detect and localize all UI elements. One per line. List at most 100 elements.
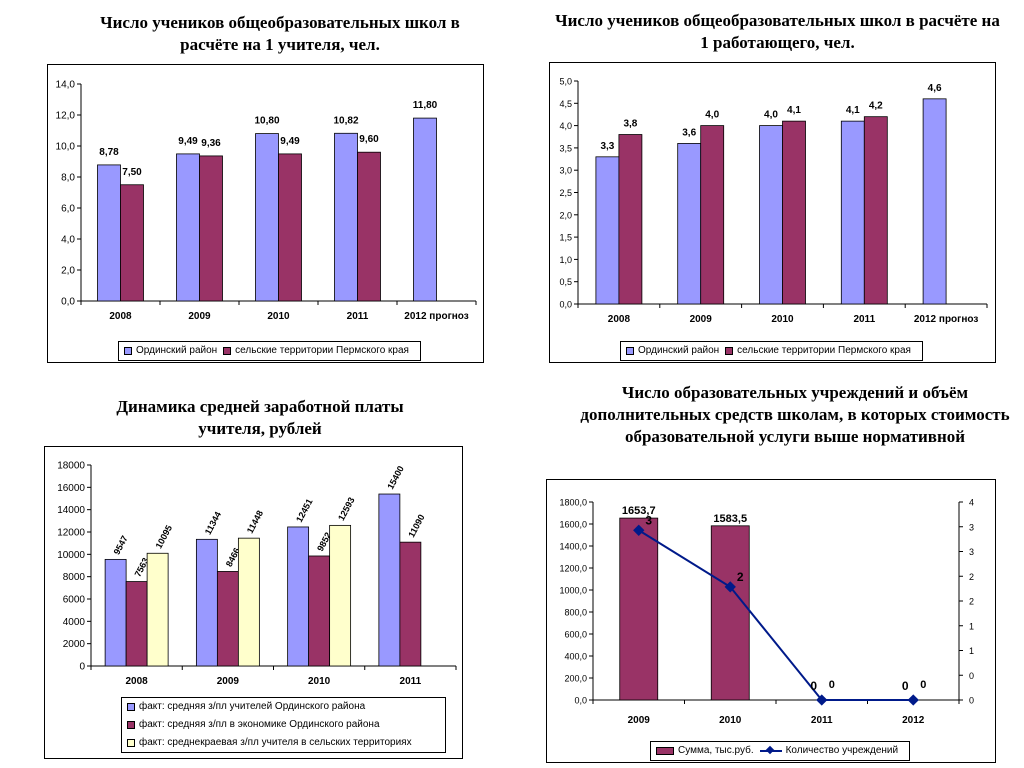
- data-label: 10095: [154, 523, 175, 550]
- chart1-legend-swatch-1: [124, 347, 132, 355]
- bar-data-label: 1653,7: [622, 505, 656, 517]
- bar: [922, 98, 947, 305]
- y-tick-label: 18000: [57, 461, 85, 472]
- chart2-title: Число учеников общеобразовательных школ …: [555, 11, 1000, 52]
- data-label: 3,6: [682, 127, 696, 138]
- y-tick-label: 4,0: [559, 121, 572, 131]
- x-tick-label: 2012: [902, 715, 925, 726]
- y-tick-label: 14,0: [56, 80, 76, 91]
- data-label: 4,0: [705, 110, 719, 121]
- chart1-panel: 0,0 2,0 4,0 6,0 8,0 10,0 12,0 14,0 2008 8,78 7,50 2…: [47, 64, 484, 363]
- chart4-legend-item-2: Количество учреждений: [759, 744, 898, 758]
- bar: [618, 134, 643, 305]
- data-label: 9,60: [359, 134, 379, 145]
- y-tick-label: 6000: [63, 595, 86, 606]
- chart4-legend: Сумма, тыс.руб. Количество учреждений: [650, 741, 911, 761]
- chart4-panel: 0,0 200,0 400,0 600,0 800,0 1000,0 1200,0 1400,…: [546, 479, 996, 763]
- bar: [378, 493, 401, 667]
- bar: [216, 571, 239, 667]
- x-tick-label: 2008: [126, 676, 149, 687]
- chart1-legend-label-2: сельские территории Пермского края: [235, 345, 409, 356]
- data-label: 10,80: [254, 116, 279, 127]
- y2-tick-label: 2: [969, 572, 974, 582]
- line-data-label: 2: [737, 570, 744, 584]
- y2-tick-label: 0: [969, 696, 974, 706]
- bar: [334, 132, 358, 302]
- data-label: 4,1: [846, 105, 860, 116]
- chart2-legend: Ординский район сельские территории Перм…: [620, 341, 923, 361]
- chart3-svg: 0 2000 4000 6000 8000 10000 12000 14000 16000 180…: [57, 461, 457, 687]
- chart2-legend-label-2: сельские территории Пермского края: [737, 345, 911, 356]
- bar: [308, 555, 331, 667]
- y-tick-label: 0: [79, 662, 85, 673]
- line-data-label: 3: [645, 513, 652, 527]
- y-tick-label: 1200,0: [559, 564, 587, 574]
- bar-data-label: 0: [920, 679, 926, 691]
- data-label: 9,49: [280, 136, 300, 147]
- y-tick-label: 1400,0: [559, 542, 587, 552]
- chart4-svg: 0,0 200,0 400,0 600,0 800,0 1000,0 1200,0 1400,…: [559, 498, 974, 727]
- chart3-panel: 0 2000 4000 6000 8000 10000 12000 14000 16000 180…: [44, 446, 463, 759]
- chart3-legend-item-3: факт: среднекраевая з/пл учителя в сельс…: [127, 736, 440, 750]
- chart3-legend-swatch-1: [127, 703, 135, 711]
- chart1-legend-label-1: Ординский район: [136, 345, 218, 356]
- x-tick-label: 2011: [853, 314, 875, 325]
- data-label: 8,78: [99, 147, 119, 158]
- data-label: 4,1: [787, 105, 801, 116]
- y-tick-label: 4000: [63, 617, 86, 628]
- bar: [399, 541, 422, 667]
- chart2-legend-item-1: Ординский район: [626, 344, 719, 358]
- y-tick-label: 10000: [57, 550, 85, 561]
- chart4-legend-item-1: Сумма, тыс.руб.: [656, 744, 754, 758]
- line-data-label: 0: [810, 679, 817, 693]
- data-label: 9,36: [201, 138, 221, 149]
- x-tick-label: 2011: [811, 715, 833, 726]
- bar: [329, 524, 352, 667]
- bar: [195, 538, 218, 667]
- y-tick-label: 4,0: [61, 235, 75, 246]
- x-tick-label: 2009: [690, 314, 713, 325]
- chart2-legend-label-1: Ординский район: [638, 345, 720, 356]
- y-tick-label: 2000: [63, 639, 86, 650]
- y-tick-label: 5,0: [559, 77, 572, 87]
- chart4-title: Число образовательных учреждений и объём…: [580, 383, 1010, 446]
- bar: [125, 581, 148, 667]
- bar: [710, 525, 750, 701]
- chart3-legend-label-3: факт: среднекраевая з/пл учителя в сельс…: [139, 737, 412, 748]
- chart3-legend-swatch-3: [127, 739, 135, 747]
- chart2-legend-item-2: сельские территории Пермского края: [725, 344, 911, 358]
- bar: [357, 151, 381, 302]
- x-tick-label: 2011: [400, 676, 422, 687]
- y-tick-label: 1,0: [559, 255, 572, 265]
- data-label: 3,8: [623, 119, 637, 130]
- x-tick-label: 2011: [347, 311, 369, 322]
- bar: [237, 537, 260, 667]
- y-tick-label: 1600,0: [559, 520, 587, 530]
- bar: [677, 143, 702, 305]
- y-tick-label: 0,0: [559, 300, 572, 310]
- chart3-legend-label-2: факт: средняя з/пл в экономике Ординског…: [139, 719, 380, 730]
- y-tick-label: 3,5: [559, 143, 572, 153]
- y-tick-label: 16000: [57, 483, 85, 494]
- y-tick-label: 2,0: [559, 210, 572, 220]
- chart3-legend: факт: средняя з/пл учителей Ординского р…: [121, 697, 446, 753]
- chart1-legend-item-2: сельские территории Пермского края: [223, 344, 409, 358]
- y-tick-label: 2,0: [61, 266, 75, 277]
- bar: [199, 155, 223, 302]
- y-tick-label: 2,5: [559, 188, 572, 198]
- x-tick-label: 2009: [628, 715, 651, 726]
- y-tick-label: 4,5: [559, 99, 572, 109]
- x-tick-label: 2010: [267, 311, 290, 322]
- bar-data-label: 1583,5: [713, 513, 747, 525]
- y2-tick-label: 1: [969, 646, 974, 656]
- chart3-title: Динамика средней заработной платы учител…: [116, 397, 404, 438]
- data-label: 11448: [245, 509, 265, 535]
- data-label: 4,2: [869, 101, 883, 112]
- chart1-legend: Ординский район сельские территории Перм…: [118, 341, 421, 361]
- bar: [278, 153, 302, 302]
- y-tick-label: 200,0: [564, 674, 587, 684]
- y-tick-label: 400,0: [564, 652, 587, 662]
- chart1-legend-swatch-2: [223, 347, 232, 355]
- chart3-legend-swatch-2: [127, 721, 135, 729]
- y2-tick-label: 3: [969, 522, 974, 532]
